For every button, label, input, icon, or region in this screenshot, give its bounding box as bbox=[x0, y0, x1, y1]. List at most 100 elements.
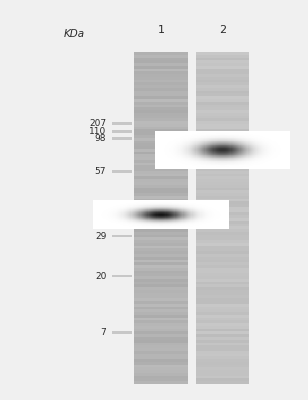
Bar bbox=[156, 141, 157, 142]
Bar bbox=[199, 205, 201, 206]
Bar bbox=[180, 157, 181, 158]
Bar bbox=[163, 146, 164, 147]
Bar bbox=[135, 213, 136, 214]
Bar bbox=[171, 165, 172, 166]
Bar bbox=[188, 201, 189, 202]
Bar bbox=[225, 149, 226, 150]
Bar bbox=[131, 202, 132, 203]
Bar bbox=[196, 159, 197, 160]
Bar bbox=[205, 150, 206, 151]
Bar bbox=[163, 137, 164, 138]
Bar bbox=[180, 215, 181, 216]
Bar bbox=[245, 142, 246, 143]
Bar bbox=[101, 216, 102, 217]
Bar bbox=[157, 220, 159, 221]
Bar bbox=[162, 204, 163, 205]
Bar bbox=[154, 221, 155, 222]
Bar bbox=[235, 159, 236, 160]
Bar bbox=[120, 218, 121, 219]
Bar bbox=[216, 200, 217, 201]
Bar bbox=[124, 217, 125, 218]
Bar bbox=[155, 145, 156, 146]
Bar bbox=[214, 222, 215, 223]
Bar bbox=[94, 212, 95, 213]
Bar bbox=[165, 203, 167, 204]
Bar bbox=[199, 227, 201, 228]
Bar bbox=[117, 226, 118, 227]
Bar bbox=[233, 162, 234, 163]
Bar bbox=[289, 164, 290, 165]
Bar bbox=[181, 162, 182, 163]
Bar bbox=[180, 160, 181, 161]
Bar bbox=[173, 148, 174, 149]
Bar bbox=[177, 155, 179, 156]
Bar bbox=[169, 163, 171, 164]
Bar bbox=[217, 138, 218, 139]
Bar bbox=[120, 222, 121, 223]
Bar bbox=[196, 121, 249, 124]
Bar bbox=[174, 164, 175, 165]
Bar bbox=[129, 202, 131, 203]
Bar bbox=[145, 211, 146, 212]
Bar bbox=[121, 209, 123, 210]
Bar bbox=[206, 151, 207, 152]
Bar bbox=[201, 213, 203, 214]
Bar bbox=[196, 260, 249, 262]
Bar bbox=[138, 226, 140, 227]
Bar bbox=[176, 152, 177, 153]
Bar bbox=[226, 220, 228, 221]
Bar bbox=[183, 139, 184, 140]
Bar bbox=[196, 243, 249, 246]
Bar bbox=[162, 166, 163, 167]
Bar bbox=[151, 210, 152, 211]
Bar bbox=[234, 135, 235, 136]
Bar bbox=[211, 142, 213, 143]
Bar bbox=[179, 200, 180, 201]
Bar bbox=[263, 166, 264, 167]
Bar bbox=[157, 210, 159, 211]
Bar bbox=[237, 137, 238, 138]
Bar bbox=[135, 214, 136, 215]
Bar bbox=[277, 142, 278, 143]
Bar bbox=[98, 223, 99, 224]
Bar bbox=[112, 209, 114, 210]
Bar bbox=[176, 203, 177, 204]
Bar bbox=[217, 133, 218, 134]
Bar bbox=[184, 156, 185, 157]
Bar bbox=[118, 204, 119, 205]
Bar bbox=[191, 142, 192, 143]
Bar bbox=[164, 218, 165, 219]
Bar bbox=[208, 200, 209, 201]
Bar bbox=[228, 202, 229, 203]
Bar bbox=[238, 140, 240, 141]
Bar bbox=[221, 135, 222, 136]
Bar bbox=[219, 153, 220, 154]
Bar bbox=[169, 156, 171, 157]
Bar bbox=[211, 211, 212, 212]
Bar bbox=[171, 210, 172, 211]
Bar bbox=[205, 133, 206, 134]
Bar bbox=[232, 150, 233, 151]
Bar bbox=[197, 137, 198, 138]
Bar bbox=[230, 153, 232, 154]
Bar bbox=[196, 160, 249, 163]
Bar bbox=[206, 212, 207, 213]
Bar bbox=[147, 227, 148, 228]
Bar bbox=[264, 144, 265, 145]
Bar bbox=[144, 225, 145, 226]
Bar bbox=[94, 227, 95, 228]
Bar bbox=[208, 132, 209, 133]
Bar bbox=[222, 223, 223, 224]
Bar bbox=[260, 155, 261, 156]
Bar bbox=[116, 212, 117, 213]
Bar bbox=[159, 222, 160, 223]
Bar bbox=[171, 216, 172, 217]
Bar bbox=[171, 135, 172, 136]
Bar bbox=[129, 213, 131, 214]
Bar bbox=[168, 224, 169, 225]
Bar bbox=[116, 205, 117, 206]
Bar bbox=[126, 204, 127, 205]
Bar bbox=[126, 200, 127, 201]
Bar bbox=[209, 225, 211, 226]
Bar bbox=[202, 168, 203, 169]
